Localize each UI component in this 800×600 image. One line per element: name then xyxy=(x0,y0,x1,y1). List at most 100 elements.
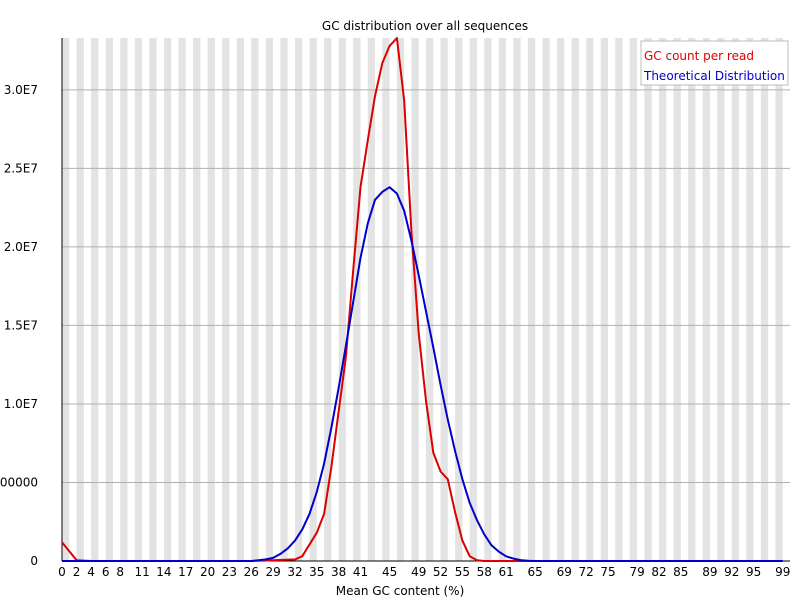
plot-band xyxy=(535,38,543,561)
plot-band xyxy=(62,38,70,561)
x-tick-label: 52 xyxy=(433,565,448,579)
plot-band xyxy=(513,38,521,561)
legend-item-theoretical: Theoretical Distribution xyxy=(643,69,785,83)
plot-band xyxy=(83,38,92,561)
plot-band xyxy=(178,38,186,561)
plot-band xyxy=(280,38,288,561)
x-tick-label: 61 xyxy=(498,565,513,579)
plot-band xyxy=(112,38,121,561)
plot-band xyxy=(527,38,536,561)
plot-band xyxy=(375,38,383,561)
plot-band xyxy=(564,38,572,561)
plot-band xyxy=(520,38,529,561)
x-tick-label: 4 xyxy=(87,565,95,579)
plot-band xyxy=(542,38,550,561)
plot-band xyxy=(149,38,157,561)
plot-bands xyxy=(62,38,791,561)
plot-band xyxy=(207,38,216,561)
plot-band xyxy=(608,38,616,561)
x-tick-label: 49 xyxy=(411,565,426,579)
plot-band xyxy=(396,38,405,561)
x-tick-label: 55 xyxy=(455,565,470,579)
y-tick-label: 1.5E7 xyxy=(4,318,38,332)
plot-band xyxy=(200,38,208,561)
plot-band xyxy=(91,38,99,561)
legend-box xyxy=(640,40,789,86)
plot-band xyxy=(731,38,740,561)
plot-band xyxy=(367,38,376,561)
plot-band xyxy=(258,38,267,561)
plot-band xyxy=(185,38,194,561)
plot-band xyxy=(98,38,106,561)
plot-band xyxy=(222,38,230,561)
plot-band xyxy=(724,38,732,561)
plot-band xyxy=(746,38,754,561)
x-tick-label: 20 xyxy=(200,565,215,579)
plot-band xyxy=(265,38,274,561)
series-lines xyxy=(61,37,783,562)
plot-band xyxy=(455,38,463,561)
plot-band xyxy=(142,38,150,561)
plot-band xyxy=(782,38,791,561)
plot-band xyxy=(717,38,725,561)
x-tick-label: 11 xyxy=(134,565,149,579)
plot-band xyxy=(360,38,368,561)
plot-band xyxy=(251,38,259,561)
plot-band xyxy=(440,38,449,561)
plot-band xyxy=(753,38,762,561)
plot-band xyxy=(695,38,703,561)
x-tick-label: 72 xyxy=(579,565,594,579)
plot-band xyxy=(389,38,398,561)
plot-band xyxy=(338,38,347,561)
plot-band xyxy=(134,38,143,561)
plot-band xyxy=(629,38,638,561)
y-tick-label: 2.5E7 xyxy=(4,161,38,175)
plot-band xyxy=(236,38,245,561)
plot-band xyxy=(586,38,594,561)
plot-band xyxy=(593,38,601,561)
plot-band xyxy=(244,38,252,561)
plot-band xyxy=(571,38,580,561)
plot-band xyxy=(316,38,325,561)
plot-band xyxy=(120,38,128,561)
plot-band xyxy=(491,38,499,561)
plot-band xyxy=(658,38,667,561)
plot-band xyxy=(651,38,660,561)
plot-band xyxy=(557,38,565,561)
x-tick-label: 99 xyxy=(775,565,790,579)
plot-band xyxy=(69,38,77,561)
plot-band xyxy=(273,38,281,561)
plot-band xyxy=(324,38,332,561)
plot-band xyxy=(600,38,609,561)
x-tick-label: 17 xyxy=(178,565,193,579)
plot-band xyxy=(469,38,478,561)
plot-band xyxy=(702,38,711,561)
x-tick-label: 79 xyxy=(629,565,644,579)
plot-band xyxy=(484,38,492,561)
plot-band xyxy=(287,38,296,561)
x-tick-label: 89 xyxy=(702,565,717,579)
x-tick-label: 26 xyxy=(244,565,259,579)
plot-band xyxy=(680,38,689,561)
y-tick-label: 1.0E7 xyxy=(4,397,38,411)
plot-band xyxy=(418,38,427,561)
x-tick-label: 23 xyxy=(222,565,237,579)
x-tick-label: 35 xyxy=(309,565,324,579)
plot-band xyxy=(76,38,85,561)
plot-band xyxy=(156,38,165,561)
x-tick-label: 14 xyxy=(156,565,171,579)
legend-item-gc-count: GC count per read xyxy=(644,49,754,63)
plot-band xyxy=(433,38,441,561)
x-tick-label: 29 xyxy=(265,565,280,579)
plot-band xyxy=(345,38,354,561)
plot-band xyxy=(309,38,317,561)
plot-band xyxy=(331,38,339,561)
plot-band xyxy=(447,38,456,561)
x-tick-label: 2 xyxy=(73,565,81,579)
plot-band xyxy=(229,38,237,561)
plot-band xyxy=(615,38,623,561)
x-axis-label: Mean GC content (%) xyxy=(336,584,465,598)
x-tick-label: 65 xyxy=(528,565,543,579)
theoretical-distribution-line xyxy=(62,186,783,562)
